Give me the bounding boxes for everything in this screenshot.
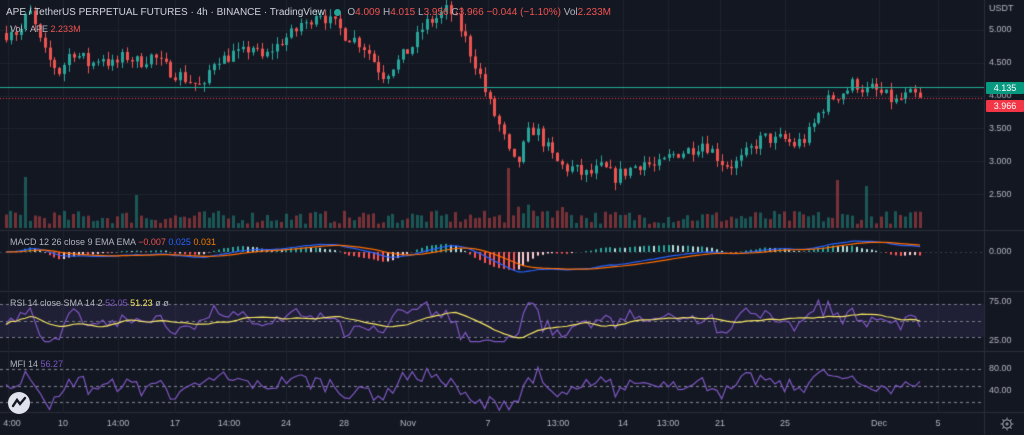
- macd-signal-value: 0.031: [193, 237, 216, 247]
- macd-params: 12 26 close 9 EMA EMA: [39, 237, 136, 247]
- volume-value: 2.233M: [577, 7, 611, 18]
- symbol-header: APE / TetherUS PERPETUAL FUTURES · 4h · …: [6, 7, 611, 18]
- level-price-tag: 4.135: [986, 81, 1024, 94]
- volume-legend[interactable]: Vol · APE 2.233M: [10, 24, 81, 34]
- mfi-value: 56.27: [40, 359, 64, 369]
- price-change: −0.044 (−1.10%): [486, 7, 561, 18]
- ohlc-low-value: 3.956: [423, 7, 449, 18]
- last-price-tag: 3.966: [986, 99, 1024, 112]
- ohlc-close-label: C: [451, 7, 459, 18]
- rsi-band-lower: ø: [163, 298, 169, 308]
- ohlc-open-value: 4.009: [355, 7, 381, 18]
- mfi-legend[interactable]: MFI 14 56.27: [10, 359, 63, 369]
- symbol-title[interactable]: APE / TetherUS PERPETUAL FUTURES · 4h · …: [6, 7, 325, 18]
- volume-label: Vol: [563, 7, 578, 18]
- settings-gear-icon[interactable]: [1000, 417, 1014, 431]
- rsi-name: RSI: [10, 298, 26, 308]
- volume-legend-value: 2.233M: [50, 24, 81, 34]
- mfi-params: 14: [28, 359, 39, 369]
- macd-legend[interactable]: MACD 12 26 close 9 EMA EMA −0.007 0.025 …: [10, 237, 216, 247]
- ohlc-low-label: L: [418, 7, 424, 18]
- macd-histogram-value: −0.007: [138, 237, 166, 247]
- ohlc-open-label: O: [347, 7, 356, 18]
- ohlc-close-value: 3.966: [458, 7, 484, 18]
- tradingview-logo-icon[interactable]: [8, 392, 30, 414]
- ohlc-high-label: H: [382, 7, 391, 18]
- macd-line-value: 0.025: [168, 237, 191, 247]
- volume-legend-name: Vol · APE: [10, 24, 49, 34]
- rsi-sma-value: 51.23: [130, 298, 153, 308]
- rsi-legend[interactable]: RSI 14 close SMA 14 2 52.05 51.23 ø ø: [10, 298, 169, 308]
- macd-name: MACD: [10, 237, 37, 247]
- ohlc-high-value: 4.015: [390, 7, 416, 18]
- mfi-name: MFI: [10, 359, 26, 369]
- rsi-band-upper: ø: [155, 298, 161, 308]
- rsi-value: 52.05: [105, 298, 128, 308]
- rsi-params: 14 close SMA 14 2: [27, 298, 103, 308]
- market-status-icon: [333, 8, 341, 16]
